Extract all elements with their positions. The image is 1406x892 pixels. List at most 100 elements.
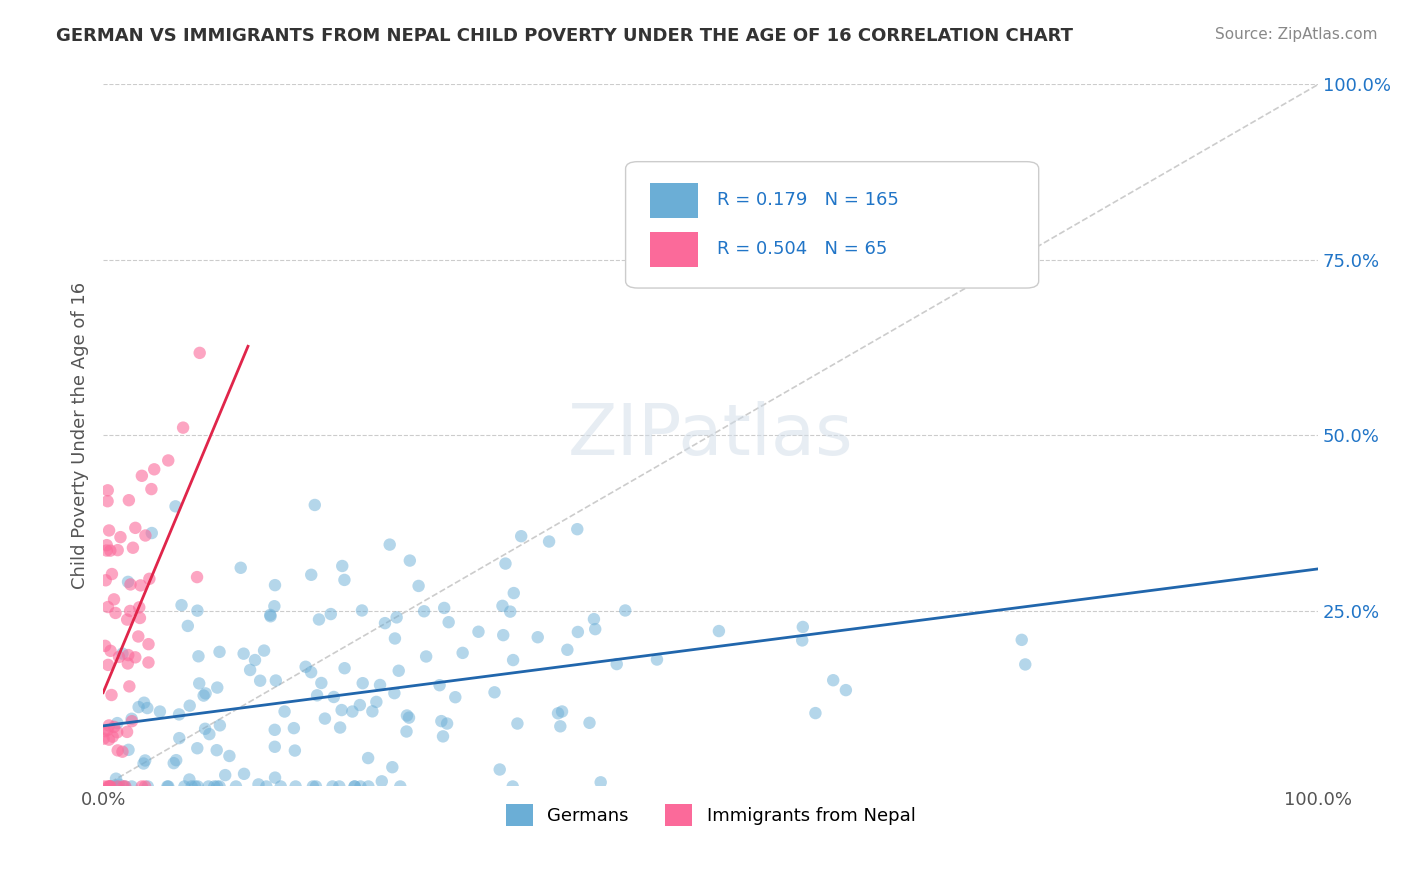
Germans <box>792 633 814 648</box>
Germans <box>567 522 589 536</box>
Germans <box>299 665 322 680</box>
Germans <box>283 721 305 735</box>
Immigrants from Nepal <box>103 592 125 607</box>
Germans <box>526 630 548 644</box>
Germans <box>165 753 187 767</box>
Germans <box>349 698 371 712</box>
Germans <box>165 500 187 514</box>
Germans <box>121 780 143 794</box>
Germans <box>263 739 285 754</box>
Immigrants from Nepal <box>97 600 120 615</box>
Immigrants from Nepal <box>96 538 118 552</box>
Immigrants from Nepal <box>134 780 156 794</box>
Germans <box>328 780 350 794</box>
Germans <box>342 705 364 719</box>
Germans <box>352 676 374 690</box>
Immigrants from Nepal <box>131 468 153 483</box>
Germans <box>492 628 515 642</box>
Germans <box>177 619 200 633</box>
Germans <box>538 534 561 549</box>
Immigrants from Nepal <box>129 578 152 592</box>
Germans <box>437 615 460 630</box>
Germans <box>823 673 845 688</box>
Germans <box>384 632 406 646</box>
Germans <box>645 652 668 666</box>
Germans <box>233 767 256 781</box>
Germans <box>388 664 411 678</box>
Text: R = 0.179   N = 165: R = 0.179 N = 165 <box>717 191 898 210</box>
Immigrants from Nepal <box>157 453 180 467</box>
Germans <box>188 676 211 690</box>
Germans <box>804 706 827 720</box>
Germans <box>343 780 366 794</box>
Germans <box>121 712 143 726</box>
Immigrants from Nepal <box>104 606 127 620</box>
Germans <box>239 663 262 677</box>
Immigrants from Nepal <box>94 574 117 588</box>
Immigrants from Nepal <box>118 679 141 693</box>
Germans <box>105 780 128 794</box>
Germans <box>330 559 353 574</box>
Germans <box>173 780 195 794</box>
Germans <box>136 780 159 794</box>
Immigrants from Nepal <box>98 780 121 794</box>
Germans <box>184 780 207 794</box>
Germans <box>330 703 353 717</box>
Text: R = 0.504   N = 65: R = 0.504 N = 65 <box>717 241 887 259</box>
Germans <box>389 780 412 794</box>
Germans <box>307 689 329 703</box>
Germans <box>273 705 295 719</box>
Immigrants from Nepal <box>98 718 121 732</box>
Germans <box>384 686 406 700</box>
Immigrants from Nepal <box>98 732 121 747</box>
Germans <box>381 760 404 774</box>
Germans <box>432 730 454 744</box>
Germans <box>117 574 139 589</box>
Germans <box>263 723 285 737</box>
Immigrants from Nepal <box>98 524 121 538</box>
Germans <box>225 780 247 794</box>
Legend: Germans, Immigrants from Nepal: Germans, Immigrants from Nepal <box>499 797 922 834</box>
Germans <box>408 579 430 593</box>
Immigrants from Nepal <box>93 731 115 746</box>
Immigrants from Nepal <box>97 494 120 508</box>
Germans <box>467 624 489 639</box>
Germans <box>179 772 201 787</box>
Germans <box>105 716 128 731</box>
Germans <box>395 708 418 723</box>
Germans <box>253 643 276 657</box>
Immigrants from Nepal <box>101 730 124 744</box>
Germans <box>205 780 228 794</box>
Germans <box>194 686 217 700</box>
Germans <box>259 607 281 622</box>
Germans <box>614 603 637 617</box>
Germans <box>208 718 231 732</box>
Immigrants from Nepal <box>94 639 117 653</box>
Immigrants from Nepal <box>97 780 120 794</box>
Bar <box>650 232 699 267</box>
Germans <box>232 647 254 661</box>
Germans <box>606 657 628 671</box>
Immigrants from Nepal <box>114 780 136 794</box>
Germans <box>322 690 344 704</box>
Germans <box>263 599 285 614</box>
Germans <box>132 756 155 771</box>
Immigrants from Nepal <box>100 688 122 702</box>
Immigrants from Nepal <box>124 521 146 535</box>
Immigrants from Nepal <box>108 649 131 664</box>
Germans <box>429 678 451 692</box>
Germans <box>547 706 569 721</box>
Germans <box>179 698 201 713</box>
Immigrants from Nepal <box>105 725 128 739</box>
Germans <box>502 780 524 794</box>
Germans <box>357 780 380 794</box>
Germans <box>208 780 231 794</box>
Immigrants from Nepal <box>115 613 138 627</box>
Germans <box>333 573 356 587</box>
Germans <box>583 622 606 636</box>
Germans <box>264 578 287 592</box>
Germans <box>395 724 418 739</box>
Germans <box>187 780 209 794</box>
Germans <box>835 683 858 698</box>
Germans <box>430 714 453 728</box>
